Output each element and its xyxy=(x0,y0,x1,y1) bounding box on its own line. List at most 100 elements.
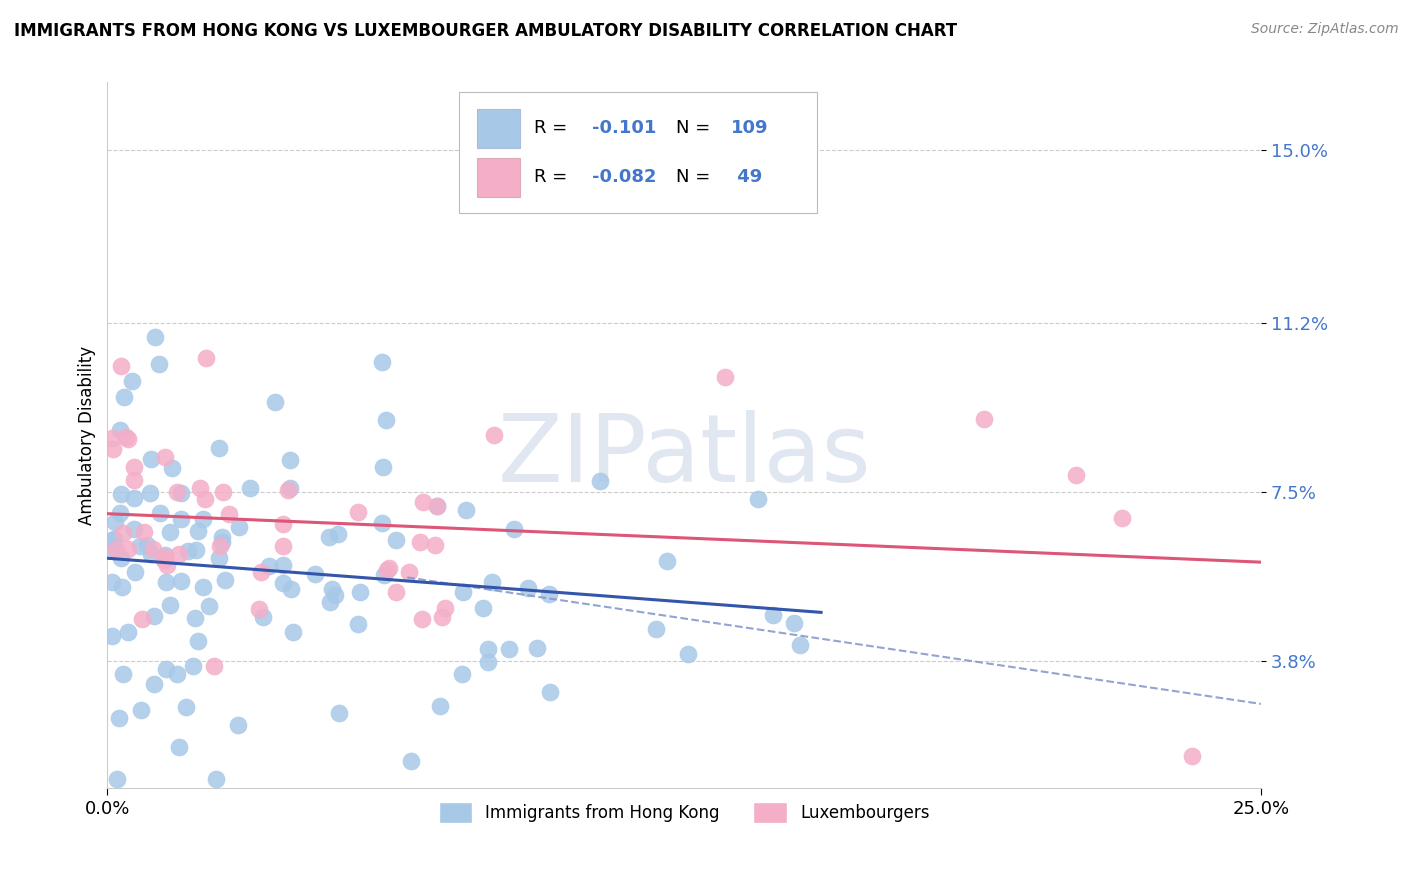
Point xyxy=(516,581,538,595)
Point xyxy=(676,648,699,662)
Point xyxy=(141,541,163,556)
Point xyxy=(252,609,274,624)
Point xyxy=(273,539,295,553)
Point xyxy=(371,516,394,530)
Point xyxy=(655,554,678,568)
Point xyxy=(472,601,495,615)
Point xyxy=(453,585,475,599)
Point xyxy=(412,495,434,509)
Point xyxy=(105,542,128,557)
Point xyxy=(195,351,218,365)
Point xyxy=(278,481,301,495)
Point xyxy=(211,535,233,549)
Point xyxy=(170,512,193,526)
Point xyxy=(188,481,211,495)
Point xyxy=(271,516,294,531)
Point xyxy=(155,549,177,563)
Point xyxy=(110,487,132,501)
Point xyxy=(166,666,188,681)
Point xyxy=(177,543,200,558)
Point xyxy=(122,459,145,474)
Point xyxy=(409,534,432,549)
Point xyxy=(174,700,197,714)
Point xyxy=(191,580,214,594)
Point xyxy=(208,442,231,456)
Point xyxy=(181,659,204,673)
Text: -0.101: -0.101 xyxy=(592,119,657,136)
Point xyxy=(411,612,433,626)
Point xyxy=(101,629,124,643)
Point xyxy=(271,576,294,591)
Point xyxy=(211,530,233,544)
Point xyxy=(108,506,131,520)
Point xyxy=(153,549,176,564)
Point xyxy=(789,638,811,652)
Point xyxy=(167,547,190,561)
Point xyxy=(385,533,408,547)
Point xyxy=(214,573,236,587)
Point xyxy=(153,552,176,566)
Point xyxy=(103,442,125,457)
Point xyxy=(349,585,371,599)
Point xyxy=(131,612,153,626)
Text: R =: R = xyxy=(534,169,574,186)
Legend: Immigrants from Hong Kong, Luxembourgers: Immigrants from Hong Kong, Luxembourgers xyxy=(432,796,936,830)
Point xyxy=(454,503,477,517)
Point xyxy=(129,539,152,553)
Point xyxy=(1181,749,1204,764)
Point xyxy=(250,565,273,579)
Point xyxy=(124,473,146,487)
Point xyxy=(110,423,132,437)
Point xyxy=(155,662,177,676)
Text: -0.082: -0.082 xyxy=(592,169,657,186)
Point xyxy=(184,611,207,625)
Point xyxy=(101,541,124,556)
Point xyxy=(139,547,162,561)
Point xyxy=(450,667,472,681)
Point xyxy=(110,359,132,374)
Point xyxy=(167,739,190,754)
Point xyxy=(114,430,136,444)
Point xyxy=(129,703,152,717)
Point xyxy=(371,355,394,369)
Point xyxy=(149,506,172,520)
Point xyxy=(208,551,231,566)
Point xyxy=(321,582,343,597)
Point xyxy=(170,486,193,500)
Point xyxy=(747,491,769,506)
Text: N =: N = xyxy=(676,119,716,136)
Point xyxy=(103,532,125,546)
Point xyxy=(503,522,526,536)
Point xyxy=(429,699,451,714)
Point xyxy=(162,461,184,475)
Point xyxy=(371,459,394,474)
Point xyxy=(762,607,785,622)
Point xyxy=(347,616,370,631)
Text: N =: N = xyxy=(676,169,716,186)
Point xyxy=(148,357,170,371)
Point xyxy=(280,582,302,597)
Point xyxy=(197,599,219,613)
Point xyxy=(110,551,132,566)
Point xyxy=(259,559,281,574)
Point xyxy=(398,565,420,579)
Text: Source: ZipAtlas.com: Source: ZipAtlas.com xyxy=(1251,22,1399,37)
Point xyxy=(277,483,299,497)
Point xyxy=(124,565,146,579)
Point xyxy=(132,524,155,539)
Text: 109: 109 xyxy=(731,119,769,136)
Point xyxy=(645,622,668,636)
Point xyxy=(208,539,231,553)
Point xyxy=(304,566,326,581)
Point xyxy=(226,718,249,732)
Point xyxy=(498,642,520,657)
Point xyxy=(271,558,294,572)
Point xyxy=(589,475,612,489)
Text: R =: R = xyxy=(534,119,574,136)
Point xyxy=(117,542,139,557)
Point xyxy=(247,602,270,616)
Point xyxy=(186,543,208,558)
Point xyxy=(384,584,406,599)
Point xyxy=(204,772,226,786)
Point xyxy=(538,684,561,698)
